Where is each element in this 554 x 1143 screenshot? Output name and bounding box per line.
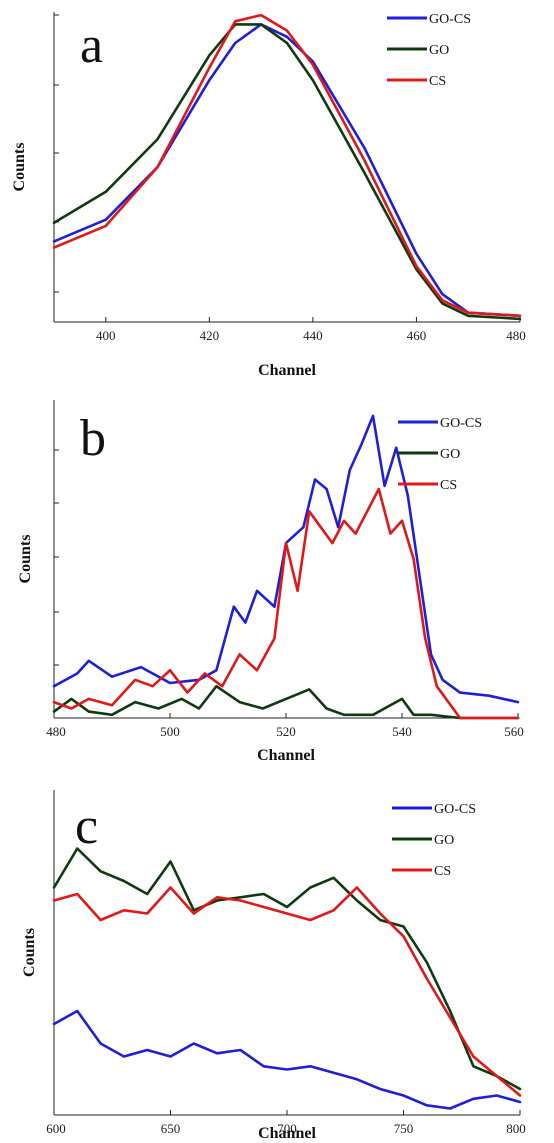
series-line-cs: [52, 487, 520, 720]
legend-label: GO-CS: [434, 802, 476, 817]
x-tick-label: 500: [160, 724, 180, 739]
x-tick-label: 420: [200, 328, 220, 343]
y-axis-title: Counts: [17, 535, 34, 584]
x-tick-label: 440: [303, 328, 323, 343]
x-tick-label: 480: [46, 724, 66, 739]
legend-label: CS: [434, 864, 451, 879]
legend-label: GO: [429, 43, 449, 58]
legend-label: GO: [440, 447, 460, 462]
panel-letter: a: [80, 17, 103, 74]
x-axis-title: Channel: [258, 1125, 316, 1142]
chart-panel-b: 480 500 520 540 560 Channel Counts b GO-CS GO CS: [17, 400, 524, 764]
x-tick-label: 800: [506, 1121, 526, 1136]
panel-letter: b: [80, 410, 106, 467]
x-tick-label: 480: [506, 328, 526, 343]
legend-label: CS: [440, 478, 457, 493]
series-line-go-cs: [52, 1009, 522, 1110]
legend-label: GO-CS: [429, 12, 471, 27]
x-axis-title: Channel: [257, 747, 315, 764]
x-tick-label: 750: [394, 1121, 414, 1136]
series-line-cs: [52, 886, 522, 1097]
series-line-go: [52, 23, 522, 321]
series-line-go-cs: [52, 23, 522, 318]
legend-label: CS: [429, 74, 446, 89]
panel-letter: c: [75, 798, 98, 855]
x-tick-label: 600: [46, 1121, 66, 1136]
series-line-go: [52, 847, 522, 1091]
legend-label: GO: [434, 833, 454, 848]
x-tick-label: 540: [392, 724, 412, 739]
y-axis-title: Counts: [21, 928, 38, 977]
series-line-go: [52, 684, 520, 720]
chart-panel-c: 600 650 700 750 800 Channel Counts c GO-CS GO CS: [21, 790, 526, 1142]
x-tick-label: 520: [276, 724, 296, 739]
x-tick-label: 560: [504, 724, 524, 739]
legend-label: GO-CS: [440, 416, 482, 431]
x-tick-label: 400: [96, 328, 116, 343]
legend: GO-CS GO CS: [387, 12, 471, 89]
x-tick-label: 650: [161, 1121, 181, 1136]
y-axis-title: Counts: [11, 143, 28, 192]
x-tick-label: 460: [407, 328, 427, 343]
series-line-cs: [52, 13, 522, 318]
legend: GO-CS GO CS: [398, 416, 482, 493]
x-tick-label: 700: [277, 1121, 297, 1136]
chart-panel-a: 400 420 440 460 480 Channel Counts a GO-CS GO CS: [11, 12, 526, 379]
x-axis-title: Channel: [258, 362, 316, 379]
legend: GO-CS GO CS: [392, 802, 476, 879]
